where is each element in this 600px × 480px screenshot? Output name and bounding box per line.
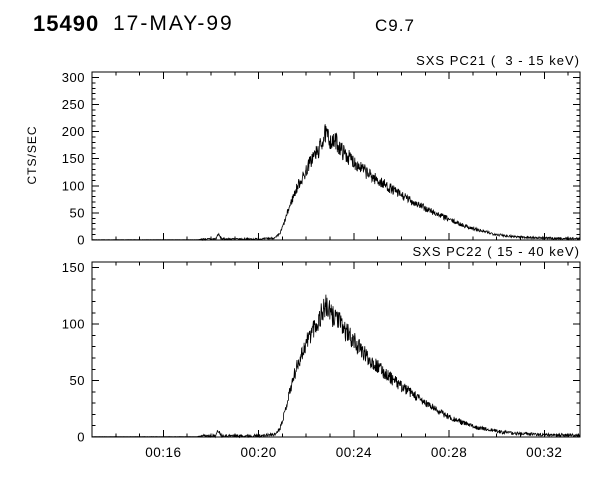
y-tick-label: 100 (62, 317, 85, 332)
x-tick-label: 00:20 (240, 445, 276, 460)
y-tick-label: 150 (62, 260, 85, 275)
goes-class: C9.7 (375, 16, 415, 35)
x-tick-label: 00:28 (431, 445, 467, 460)
y-tick-label: 50 (70, 205, 85, 220)
x-tick-label: 00:24 (336, 445, 372, 460)
y-tick-label: 100 (62, 178, 85, 193)
panel-title-pc22: SXS PC22 ( 15 - 40 keV) (412, 244, 580, 259)
panel-title-pc21: SXS PC21 ( 3 - 15 keV) (416, 53, 580, 68)
y-tick-label: 300 (62, 70, 85, 85)
x-tick-label: 00:32 (526, 445, 562, 460)
light-curve-trace (92, 294, 581, 439)
event-date: 17-MAY-99 (113, 12, 234, 35)
x-tick-label: 00:16 (145, 445, 181, 460)
light-curve-trace (92, 124, 581, 242)
y-tick-label: 50 (70, 373, 85, 388)
plot-frame (91, 261, 581, 438)
y-tick-label: 150 (62, 151, 85, 166)
y-tick-label: 0 (77, 430, 85, 445)
event-id: 15490 (33, 11, 100, 36)
y-tick-label: 0 (77, 233, 85, 248)
y-tick-label: 200 (62, 124, 85, 139)
plot-frame (91, 71, 581, 241)
y-tick-label: 250 (62, 97, 85, 112)
